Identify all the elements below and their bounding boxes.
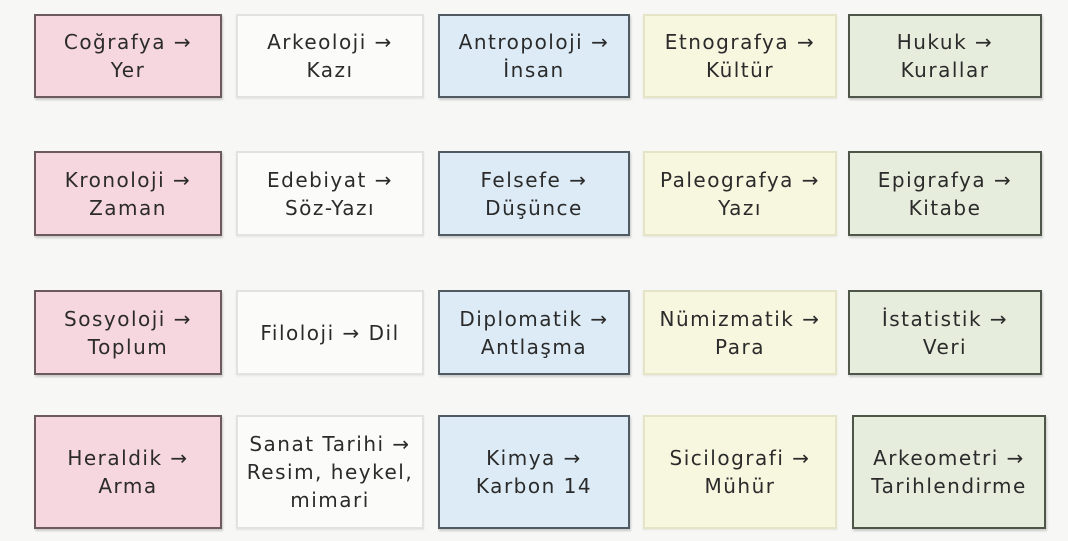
card-sosyoloji: Sosyoloji → Toplum bbox=[34, 290, 222, 375]
card-meaning-continued: mimari bbox=[290, 488, 370, 512]
card-meaning: Toplum bbox=[87, 334, 169, 359]
card-meaning: Kültür bbox=[705, 58, 775, 82]
card-meaning: Kitabe bbox=[908, 195, 982, 220]
card-cografya: Coğrafya → Yer bbox=[34, 14, 222, 98]
card-meaning: Zaman bbox=[89, 195, 167, 220]
card-edebiyat: Edebiyat → Söz-Yazı bbox=[236, 151, 424, 236]
card-meaning: Karbon 14 bbox=[475, 474, 593, 498]
card-felsefe: Felsefe → Düşünce bbox=[438, 151, 630, 236]
card-term: Arkeoloji → bbox=[267, 30, 393, 54]
card-term: Etnografya → bbox=[664, 30, 816, 54]
card-paleografya: Paleografya → Yazı bbox=[643, 151, 837, 236]
card-meaning: Kazı bbox=[306, 58, 354, 82]
card-meaning: Resim, heykel, bbox=[246, 460, 414, 484]
card-istatistik: İstatistik → Veri bbox=[848, 290, 1042, 375]
card-diplomatik: Diplomatik → Antlaşma bbox=[438, 290, 630, 375]
card-term: Paleografya → bbox=[659, 167, 821, 192]
card-term: Kronoloji → bbox=[64, 167, 192, 192]
card-term: Nümizmatik → bbox=[659, 306, 821, 331]
card-meaning: Veri bbox=[922, 334, 968, 359]
card-term: İstatistik → bbox=[881, 306, 1009, 331]
card-term: Kimya → bbox=[486, 446, 582, 470]
card-meaning: Antlaşma bbox=[480, 334, 588, 359]
card-filoloji: Filoloji → Dil bbox=[236, 290, 424, 375]
card-term: Antropoloji → bbox=[458, 30, 610, 54]
card-term: Diplomatik → bbox=[459, 306, 609, 331]
card-arkeoloji: Arkeoloji → Kazı bbox=[236, 14, 424, 98]
card-numizmatik: Nümizmatik → Para bbox=[643, 290, 837, 375]
card-meaning: Arma bbox=[98, 474, 158, 498]
card-term: Arkeometri → bbox=[873, 446, 1025, 470]
card-meaning: Mühür bbox=[704, 474, 776, 498]
card-kimya: Kimya → Karbon 14 bbox=[438, 415, 630, 529]
card-kronoloji: Kronoloji → Zaman bbox=[34, 151, 222, 236]
card-term: Coğrafya → bbox=[63, 30, 193, 54]
card-meaning: Tarihlendirme bbox=[871, 474, 1027, 498]
card-term: Edebiyat → bbox=[267, 167, 393, 192]
card-antropoloji: Antropoloji → İnsan bbox=[438, 14, 630, 98]
card-meaning: Düşünce bbox=[485, 195, 583, 220]
card-term: Hukuk → bbox=[896, 30, 994, 54]
card-term: Heraldik → bbox=[67, 446, 189, 470]
card-hukuk: Hukuk → Kurallar bbox=[848, 14, 1042, 98]
card-term: Sanat Tarihi → bbox=[249, 432, 411, 456]
card-term: Felsefe → bbox=[480, 167, 588, 192]
card-term: Filoloji → Dil bbox=[260, 320, 400, 345]
card-heraldik: Heraldik → Arma bbox=[34, 415, 222, 529]
card-term: Epigrafya → bbox=[877, 167, 1013, 192]
card-meaning: Kurallar bbox=[900, 58, 990, 82]
card-term: Sicilografi → bbox=[669, 446, 811, 470]
card-meaning: Yer bbox=[110, 58, 146, 82]
card-meaning: Söz-Yazı bbox=[284, 195, 376, 220]
card-arkeometri: Arkeometri → Tarihlendirme bbox=[852, 415, 1046, 529]
card-meaning: İnsan bbox=[503, 58, 565, 82]
card-epigrafya: Epigrafya → Kitabe bbox=[848, 151, 1042, 236]
card-meaning: Para bbox=[715, 334, 765, 359]
card-meaning: Yazı bbox=[718, 195, 762, 220]
card-sicilografi: Sicilografi → Mühür bbox=[643, 415, 837, 529]
card-term: Sosyoloji → bbox=[64, 306, 192, 331]
card-sanat-tarihi: Sanat Tarihi → Resim, heykel, mimari bbox=[236, 415, 424, 529]
card-etnografya: Etnografya → Kültür bbox=[643, 14, 837, 98]
